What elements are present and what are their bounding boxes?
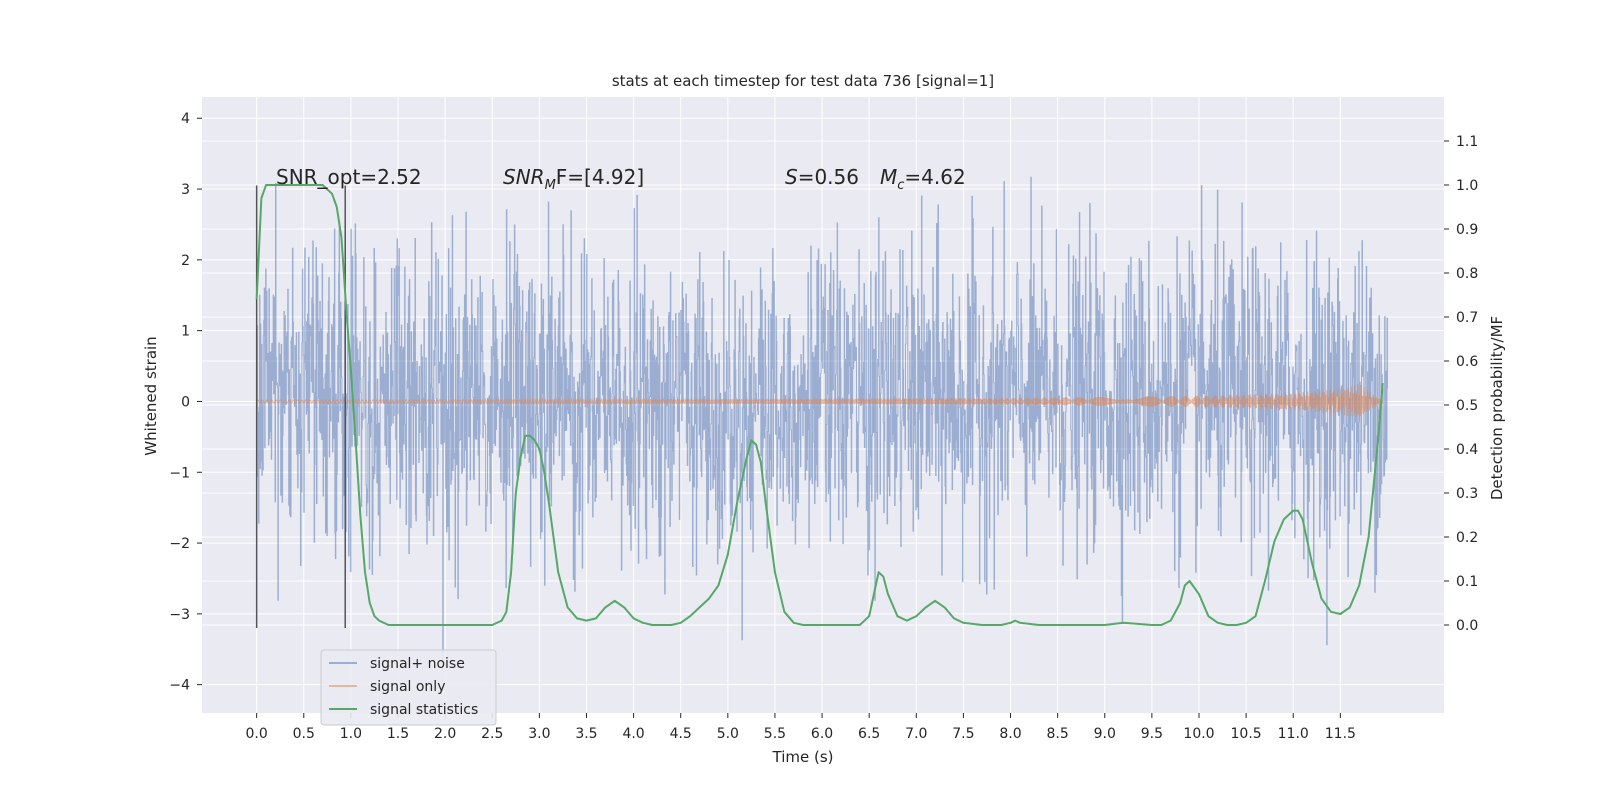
annotation-mc: Mc=4.62	[880, 165, 966, 193]
x-tick-label: 4.0	[622, 726, 644, 742]
x-tick-label: 5.0	[717, 726, 739, 742]
x-axis-ticks: 0.0 0.5 1.0 1.5 2.0 2.5 3.0 3.5 4.0 4.5 5.0 5.5 6.0 6…	[246, 713, 1356, 742]
y-tick-label: −1	[169, 465, 190, 481]
y-tick-label: 1	[181, 324, 190, 340]
legend-label-signal-noise: signal+ noise	[370, 656, 465, 672]
x-tick-label: 10.5	[1231, 726, 1262, 742]
y2-tick-label: 1.0	[1456, 178, 1478, 194]
annotation-snr-mf-rest: F=[4.92]	[556, 165, 644, 189]
y2-tick-label: 0.0	[1456, 618, 1478, 634]
y-tick-label: 0	[181, 394, 190, 410]
x-axis-label: Time (s)	[772, 748, 834, 766]
x-tick-label: 6.0	[811, 726, 833, 742]
line-signal-statistics	[255, 184, 1384, 626]
y2-tick-label: 1.1	[1456, 134, 1478, 150]
x-tick-label: 6.5	[858, 726, 880, 742]
y-axis-label: Whitened strain	[142, 336, 160, 455]
annotation-snr-opt: SNR_opt=2.52	[276, 165, 422, 189]
legend-label-signal-only: signal only	[370, 679, 445, 695]
y2-tick-label: 0.5	[1456, 398, 1478, 414]
series-signal-noise	[256, 176, 1388, 660]
x-tick-label: 11.5	[1325, 726, 1356, 742]
x-tick-label: 3.5	[575, 726, 597, 742]
y-tick-label: −2	[169, 536, 190, 552]
x-tick-label: 1.5	[387, 726, 409, 742]
y-tick-label: −4	[169, 678, 190, 694]
y2-axis-label: Detection probability/MF	[1488, 316, 1506, 500]
x-tick-label: 8.5	[1047, 726, 1069, 742]
x-tick-label: 5.5	[764, 726, 786, 742]
y2-tick-label: 0.1	[1456, 574, 1478, 590]
y2-tick-label: 0.3	[1456, 486, 1478, 502]
y2-tick-label: 0.2	[1456, 530, 1478, 546]
y2-tick-label: 0.8	[1456, 266, 1478, 282]
legend-box	[320, 649, 497, 726]
x-tick-label: 4.5	[670, 726, 692, 742]
y2-tick-label: 0.4	[1456, 442, 1478, 458]
annotation-s: S=0.56	[785, 165, 859, 189]
x-tick-label: 7.0	[905, 726, 927, 742]
chart-title: stats at each timestep for test data 736…	[612, 72, 994, 90]
x-tick-label: 11.0	[1278, 726, 1309, 742]
annotation-mc-rest: =4.62	[904, 165, 965, 189]
x-tick-label: 3.0	[528, 726, 550, 742]
x-tick-label: 10.0	[1183, 726, 1214, 742]
annotation-snr-mf: SNRMF=[4.92]	[503, 165, 644, 193]
annotation-s-main: S	[785, 165, 798, 189]
x-tick-label: 2.5	[481, 726, 503, 742]
series-signal-statistics	[255, 184, 1384, 626]
series-signal-only	[256, 384, 1384, 417]
annotation-mc-main: M	[880, 165, 897, 189]
legend: signal+ noise signal only signal statist…	[320, 649, 497, 726]
annotation-s-rest: =0.56	[798, 165, 859, 189]
annotation-snr-mf-sub: M	[545, 178, 556, 193]
y2-tick-label: 0.9	[1456, 222, 1478, 238]
x-tick-label: 2.0	[434, 726, 456, 742]
annotation-mc-sub: c	[897, 178, 904, 193]
x-tick-label: 9.0	[1094, 726, 1116, 742]
x-tick-label: 7.5	[952, 726, 974, 742]
x-tick-label: 9.5	[1141, 726, 1163, 742]
line-signal-only	[256, 384, 1384, 417]
x-tick-label: 8.0	[999, 726, 1021, 742]
y-tick-label: 4	[181, 111, 190, 127]
x-tick-label: 0.0	[246, 726, 268, 742]
vertical-markers	[255, 185, 346, 629]
legend-label-signal-statistics: signal statistics	[370, 702, 478, 718]
annotation-snr-mf-main: SNR	[503, 165, 545, 189]
x-tick-label: 0.5	[293, 726, 315, 742]
y-axis-ticks: 4 3 2 1 0 −1 −2 −3 −4	[169, 111, 202, 694]
y-tick-label: −3	[169, 607, 190, 623]
y2-tick-label: 0.6	[1456, 354, 1478, 370]
line-signal-noise	[256, 176, 1388, 660]
y-tick-label: 3	[181, 182, 190, 198]
y2-tick-label: 0.7	[1456, 310, 1478, 326]
x-tick-label: 1.0	[340, 726, 362, 742]
y2-axis-ticks: 1.1 1.0 0.9 0.8 0.7 0.6 0.5 0.4 0.3 0.2 0.1 0.0	[1444, 134, 1478, 634]
y-tick-label: 2	[181, 253, 190, 269]
